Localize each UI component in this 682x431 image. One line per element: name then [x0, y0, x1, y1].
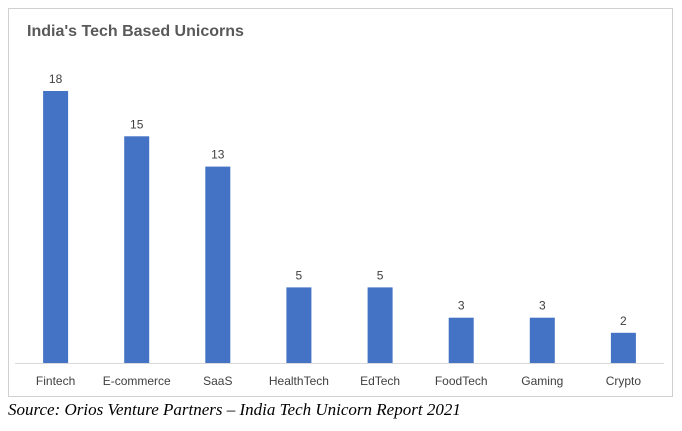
- data-label: 5: [296, 268, 303, 282]
- bar-saas: [205, 166, 231, 363]
- bar-gaming: [529, 317, 555, 363]
- bar-crypto: [610, 332, 636, 363]
- x-tick-label: E-commerce: [103, 374, 171, 388]
- x-tick-label: FoodTech: [435, 374, 488, 388]
- data-label: 2: [620, 314, 627, 328]
- data-label: 13: [211, 148, 225, 162]
- bar-edtech: [367, 287, 393, 363]
- bar-chart: 18 Fintech 15 E-commerce 13 SaaS 5 HealthTech 5 E…: [15, 72, 664, 388]
- data-label: 5: [377, 268, 384, 282]
- bar-foodtech: [448, 317, 474, 363]
- data-label: 3: [539, 299, 546, 313]
- chart-frame: India's Tech Based Unicorns 18 Fintech 15 E…: [8, 8, 673, 397]
- bar-healthtech: [286, 287, 312, 363]
- data-label: 3: [458, 299, 465, 313]
- chart-title: India's Tech Based Unicorns: [27, 23, 244, 40]
- x-tick-label: Fintech: [36, 374, 75, 388]
- x-tick-label: Gaming: [521, 374, 563, 388]
- x-tick-label: Crypto: [606, 374, 642, 388]
- bar-fintech: [43, 91, 69, 363]
- x-tick-label: EdTech: [360, 374, 400, 388]
- x-tick-label: HealthTech: [269, 374, 329, 388]
- x-tick-label: SaaS: [203, 374, 232, 388]
- bar-e-commerce: [124, 136, 150, 363]
- data-label: 18: [49, 72, 63, 86]
- source-caption: Source: Orios Venture Partners – India T…: [8, 400, 461, 419]
- data-label: 15: [130, 117, 144, 131]
